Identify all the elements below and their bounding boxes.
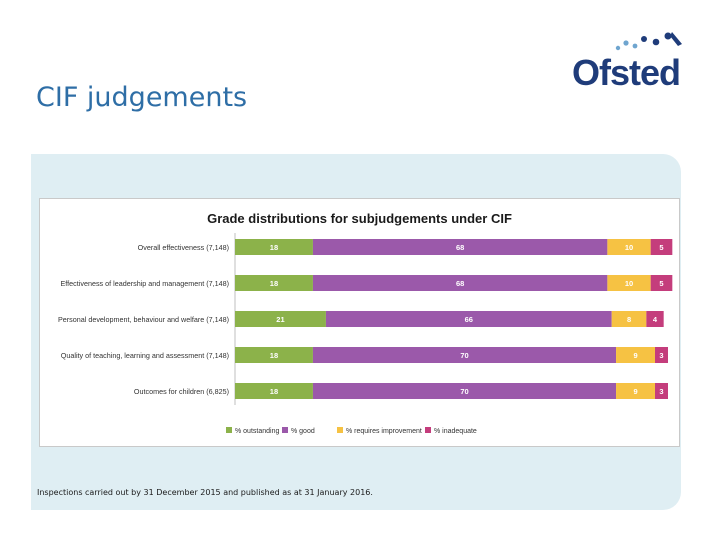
- legend-label: % inadequate: [434, 428, 477, 435]
- data-label: 5: [659, 279, 663, 288]
- legend-label: % requires improvement: [346, 428, 422, 435]
- category-label: Effectiveness of leadership and manageme…: [61, 279, 229, 288]
- bar-segment-good: [312, 383, 617, 399]
- bar-segment-requires-improvement: [616, 347, 656, 363]
- bar-segment-outstanding: [235, 311, 326, 327]
- data-label: 5: [659, 243, 663, 252]
- bar-segment-inadequate: [650, 275, 673, 291]
- data-label: 9: [633, 351, 637, 360]
- logo-wordmark: Ofsted: [572, 52, 681, 93]
- bar-segment-requires-improvement: [607, 239, 651, 255]
- slide-title: CIF judgements: [36, 82, 248, 113]
- data-label: 18: [270, 387, 278, 396]
- data-label: 66: [465, 315, 473, 324]
- stacked-bar-chart: Grade distributions for subjudgements un…: [58, 211, 673, 435]
- bar-segment-outstanding: [235, 347, 313, 363]
- chart-container: Grade distributions for subjudgements un…: [39, 198, 680, 447]
- data-label: 9: [633, 387, 637, 396]
- data-label: 3: [659, 387, 663, 396]
- category-label: Outcomes for children (6,825): [134, 387, 229, 396]
- category-label: Overall effectiveness (7,148): [138, 243, 229, 252]
- data-label: 8: [627, 315, 631, 324]
- data-label: 10: [625, 279, 633, 288]
- bar-segment-requires-improvement: [616, 383, 656, 399]
- data-label: 70: [460, 387, 468, 396]
- data-label: 18: [270, 243, 278, 252]
- logo-stars-icon: [615, 32, 682, 51]
- bar-segment-good: [312, 347, 617, 363]
- data-label: 18: [270, 351, 278, 360]
- legend-swatch: [282, 427, 288, 433]
- bar-segment-good: [312, 275, 608, 291]
- bar-segment-inadequate: [650, 239, 673, 255]
- bar-segment-outstanding: [235, 239, 313, 255]
- legend-label: % good: [291, 428, 315, 435]
- footnote: Inspections carried out by 31 December 2…: [37, 488, 373, 497]
- legend-swatch: [226, 427, 232, 433]
- chart-title: Grade distributions for subjudgements un…: [207, 211, 512, 226]
- bar-segment-requires-improvement: [607, 275, 651, 291]
- legend-swatch: [337, 427, 343, 433]
- bar-segment-good: [312, 239, 608, 255]
- bar-segment-inadequate: [646, 311, 664, 327]
- bar-segment-good: [325, 311, 612, 327]
- bar-segment-inadequate: [655, 347, 668, 363]
- bar-segment-inadequate: [655, 383, 668, 399]
- data-label: 21: [276, 315, 284, 324]
- category-label: Personal development, behaviour and welf…: [58, 315, 229, 324]
- data-label: 4: [653, 315, 658, 324]
- bar-segment-outstanding: [235, 275, 313, 291]
- data-label: 70: [460, 351, 468, 360]
- legend-label: % outstanding: [235, 428, 279, 435]
- ofsted-logo: Ofsted: [572, 30, 684, 93]
- bar-segment-outstanding: [235, 383, 313, 399]
- data-label: 3: [659, 351, 663, 360]
- data-label: 10: [625, 243, 633, 252]
- data-label: 18: [270, 279, 278, 288]
- legend-swatch: [425, 427, 431, 433]
- data-label: 68: [456, 243, 464, 252]
- category-label: Quality of teaching, learning and assess…: [61, 351, 229, 360]
- data-label: 68: [456, 279, 464, 288]
- bar-segment-requires-improvement: [611, 311, 647, 327]
